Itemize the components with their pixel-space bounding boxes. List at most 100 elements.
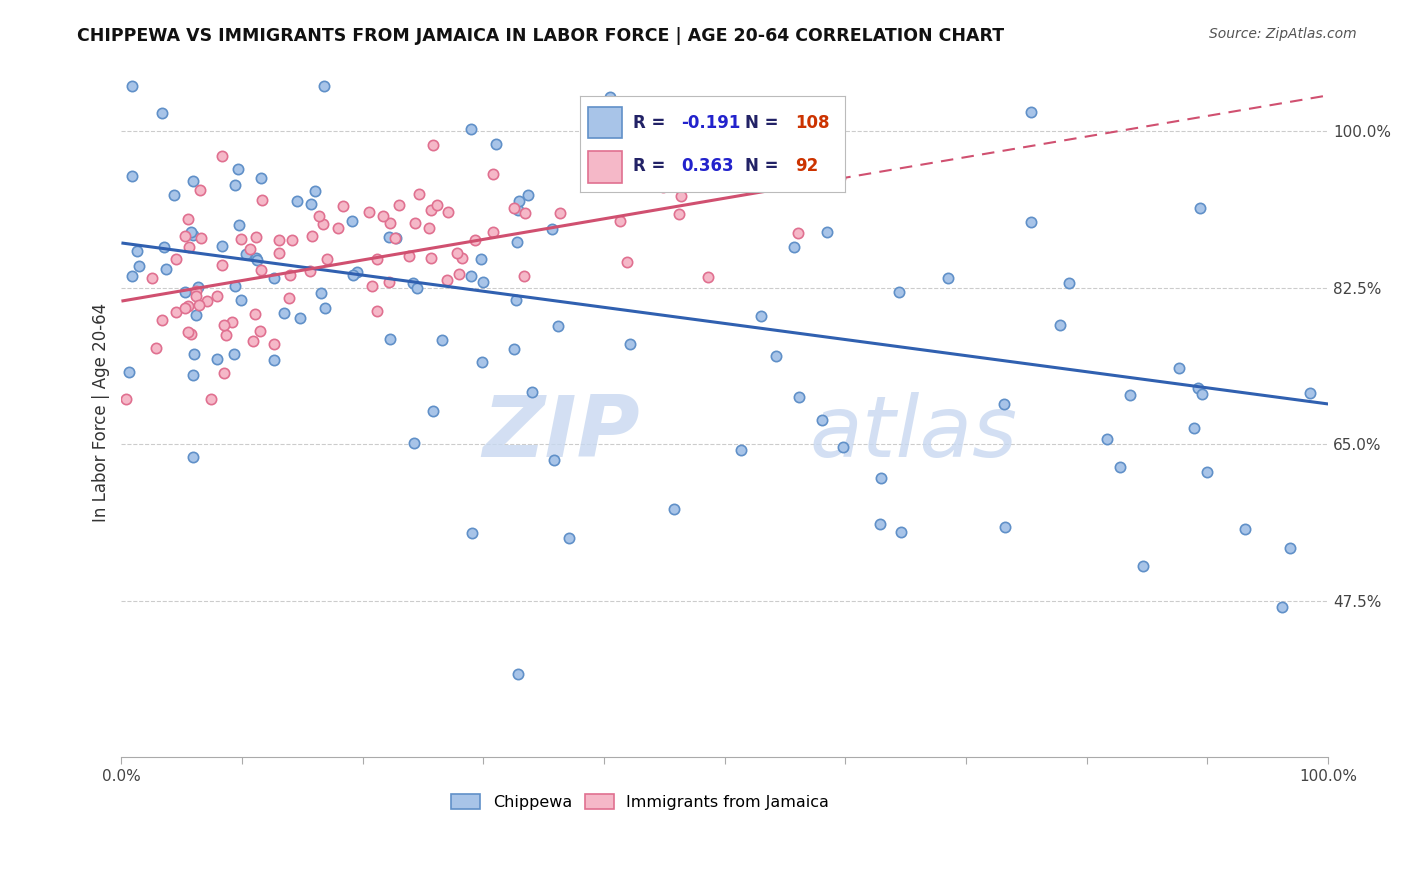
Point (723, 106, 745, 120)
Point (451, 251, 474, 265)
Point (437, 205, 460, 219)
Point (211, 239, 233, 253)
Point (1182, 421, 1205, 435)
Point (404, 216, 426, 230)
Point (184, 284, 207, 298)
Point (1270, 599, 1292, 614)
Point (174, 285, 197, 299)
Point (505, 293, 527, 307)
Point (152, 105, 174, 120)
Point (832, 441, 855, 455)
Point (869, 517, 891, 532)
Point (378, 275, 401, 289)
Point (301, 229, 323, 244)
Point (610, 106, 633, 120)
Point (1019, 105, 1042, 120)
Point (994, 519, 1017, 533)
Point (787, 226, 810, 240)
Point (299, 197, 322, 211)
Point (482, 167, 505, 181)
Point (145, 341, 167, 355)
Point (181, 173, 204, 187)
Point (609, 214, 631, 228)
Point (263, 336, 285, 351)
Point (309, 286, 332, 301)
Point (1299, 386, 1322, 401)
Point (1057, 276, 1080, 290)
Point (385, 231, 408, 245)
Point (285, 194, 308, 208)
Point (436, 273, 458, 287)
Point (1021, 215, 1043, 229)
Point (181, 450, 204, 465)
Point (398, 249, 420, 263)
Point (380, 216, 402, 230)
Point (165, 305, 187, 319)
Point (308, 209, 330, 223)
Point (1195, 466, 1218, 480)
Point (188, 298, 211, 312)
Point (183, 228, 205, 243)
Point (190, 231, 212, 245)
Point (224, 347, 246, 361)
Point (471, 355, 494, 369)
Point (312, 217, 335, 231)
Text: ZIP: ZIP (482, 392, 640, 475)
Point (887, 285, 910, 300)
Point (783, 240, 806, 254)
Point (127, 244, 149, 259)
Point (430, 333, 453, 347)
Point (446, 246, 468, 260)
Point (749, 309, 772, 323)
Point (200, 392, 222, 407)
Point (245, 230, 267, 244)
Point (503, 343, 526, 357)
Point (815, 225, 838, 239)
Point (346, 265, 368, 279)
Point (249, 324, 271, 338)
Point (666, 175, 689, 189)
Point (177, 299, 200, 313)
Point (870, 471, 893, 485)
Point (384, 231, 406, 245)
Point (1168, 360, 1191, 375)
Point (406, 281, 429, 295)
Point (250, 171, 273, 186)
Point (472, 275, 495, 289)
Point (235, 247, 257, 261)
Text: CHIPPEWA VS IMMIGRANTS FROM JAMAICA IN LABOR FORCE | AGE 20-64 CORRELATION CHART: CHIPPEWA VS IMMIGRANTS FROM JAMAICA IN L… (77, 27, 1004, 45)
Point (184, 289, 207, 303)
Point (422, 138, 444, 153)
Point (128, 259, 150, 273)
Point (180, 326, 202, 341)
Point (1233, 522, 1256, 536)
Point (304, 184, 326, 198)
Point (517, 188, 540, 202)
Point (426, 198, 449, 212)
Point (205, 289, 228, 303)
Point (811, 413, 834, 427)
Point (239, 242, 262, 256)
Point (547, 318, 569, 333)
Point (422, 404, 444, 418)
Point (1108, 459, 1130, 474)
Point (211, 149, 233, 163)
Point (651, 179, 673, 194)
Point (388, 198, 411, 212)
Point (599, 90, 621, 104)
Point (371, 209, 394, 223)
Point (278, 291, 301, 305)
Point (273, 306, 295, 320)
Point (212, 366, 235, 380)
Point (190, 183, 212, 197)
Point (366, 252, 388, 266)
Point (616, 255, 638, 269)
Text: Source: ZipAtlas.com: Source: ZipAtlas.com (1209, 27, 1357, 41)
Point (195, 293, 218, 308)
Point (449, 267, 471, 281)
Point (263, 352, 285, 367)
Point (515, 206, 537, 220)
Point (419, 203, 441, 218)
Point (281, 233, 304, 247)
Point (205, 351, 228, 366)
